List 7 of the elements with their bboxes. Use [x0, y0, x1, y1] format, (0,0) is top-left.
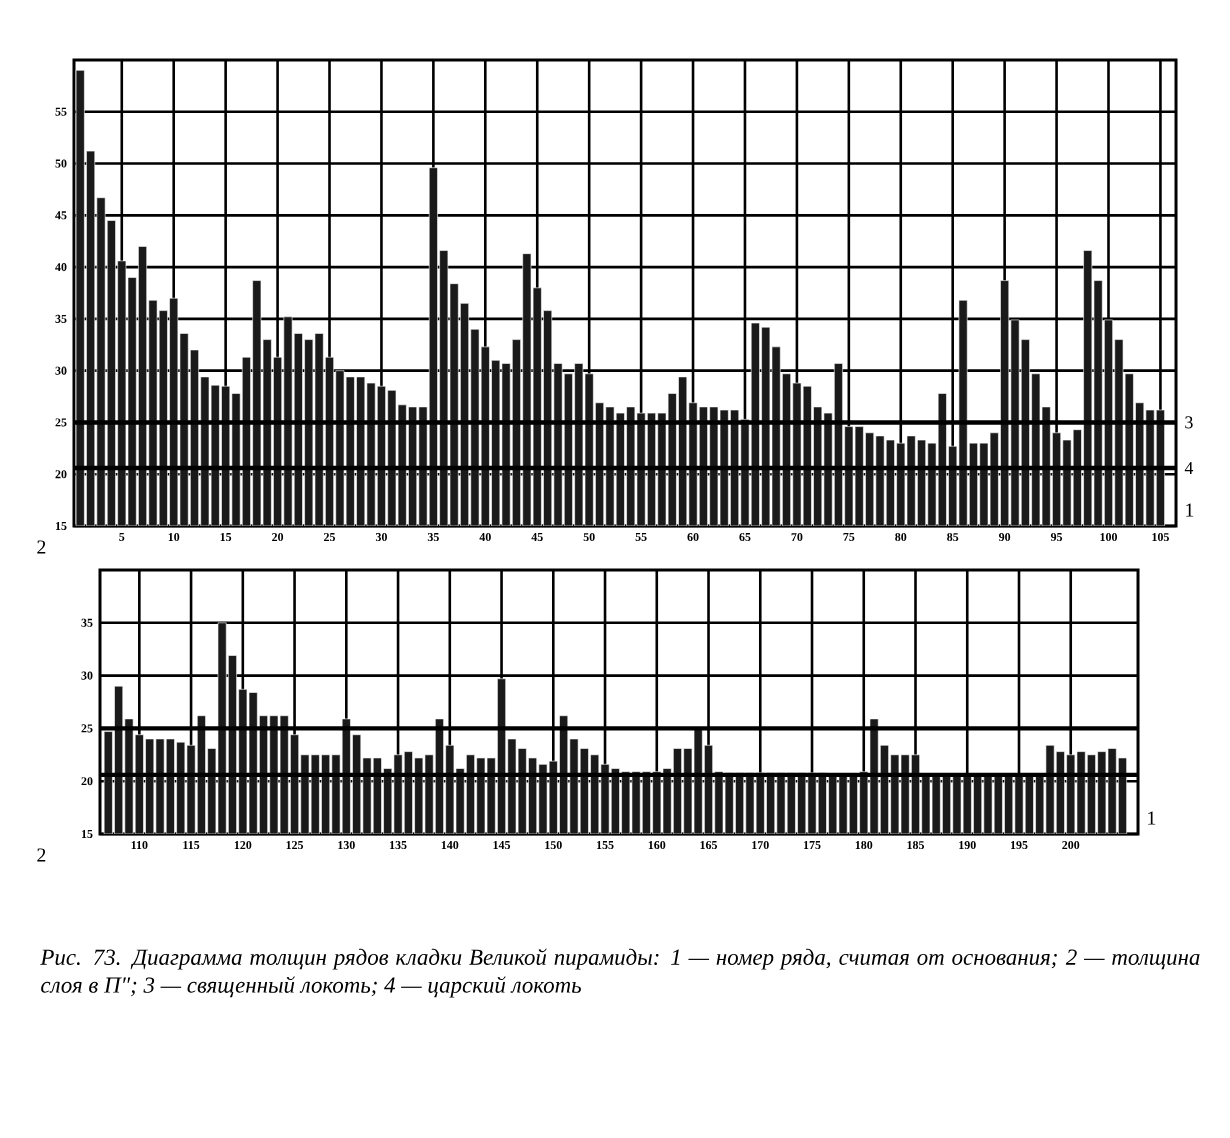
y-axis-title: 2 — [37, 540, 46, 554]
x-axis-title: 1 — [1148, 811, 1156, 825]
text: 3 — [1185, 416, 1193, 429]
y-axis-title: 2 — [37, 848, 46, 862]
text: Рис. 73. Диаграмма толщин рядов кладки Великой пирамиды: 1 — номер ряда, считая от основания; 2 — толщина слоя в П″; 3 — священный локоть; 4 — царский локоть — [40, 948, 1200, 998]
text: 4 — [1184, 462, 1194, 474]
x-axis-title: 1 — [1186, 503, 1194, 517]
